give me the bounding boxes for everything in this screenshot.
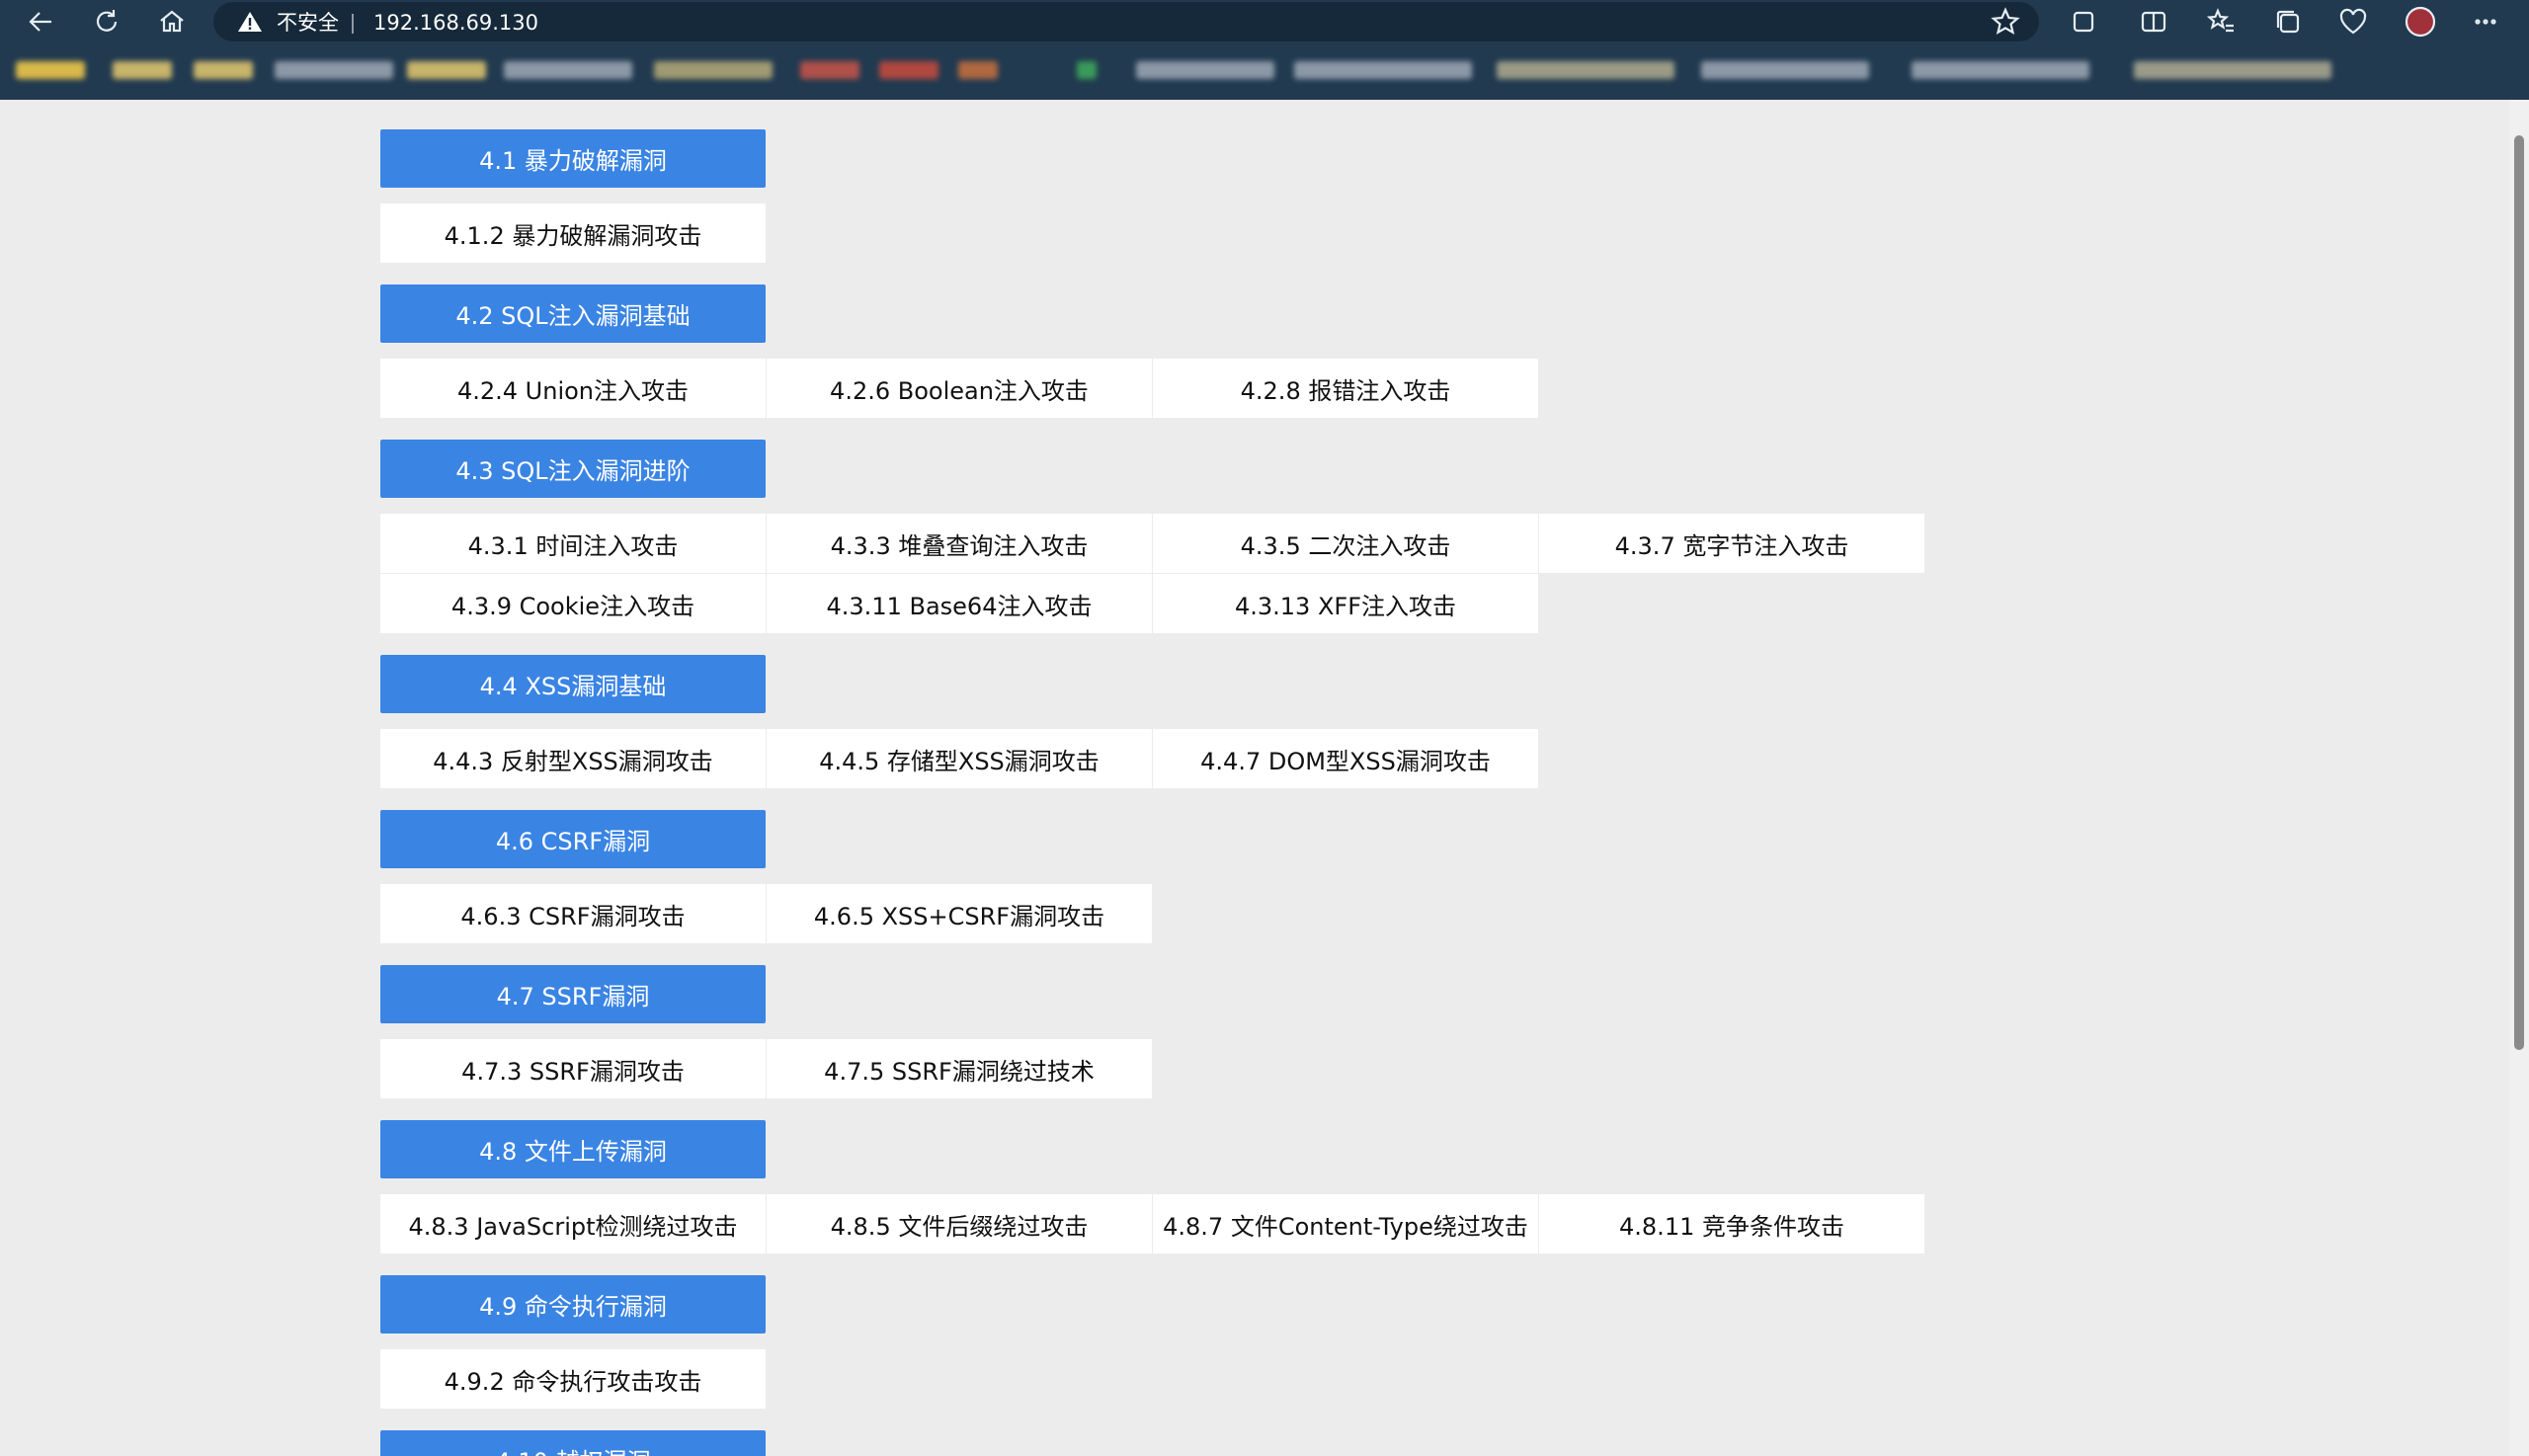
item-link[interactable]: 4.7.3 SSRF漏洞攻击 <box>380 1039 766 1098</box>
item-link[interactable]: 4.6.5 XSS+CSRF漏洞攻击 <box>767 884 1152 943</box>
profile-avatar[interactable] <box>2403 6 2438 41</box>
item-link[interactable]: 4.3.13 XFF注入攻击 <box>1153 574 1538 633</box>
security-label: 不安全 <box>277 11 339 35</box>
item-grid: 4.3.1 时间注入攻击 4.3.3 堆叠查询注入攻击 4.3.5 二次注入攻击 4.… <box>380 514 1925 633</box>
bookmark[interactable] <box>16 61 85 79</box>
refresh-button[interactable] <box>91 6 122 38</box>
section-button[interactable]: 4.9 命令执行漏洞 <box>380 1275 766 1334</box>
bookmark[interactable] <box>2134 61 2331 79</box>
item-link[interactable]: 4.3.3 堆叠查询注入攻击 <box>767 514 1152 573</box>
collections-button[interactable] <box>2272 6 2304 38</box>
item-grid: 4.2.4 Union注入攻击 4.2.6 Boolean注入攻击 4.2.8 报错… <box>380 359 1925 418</box>
section: 4.10 越权漏洞 <box>380 1430 1925 1456</box>
section-button[interactable]: 4.7 SSRF漏洞 <box>380 965 766 1023</box>
item-grid: 4.8.3 JavaScript检测绕过攻击 4.8.5 文件后缀绕过攻击 4.8.… <box>380 1194 1925 1254</box>
item-link[interactable]: 4.3.9 Cookie注入攻击 <box>380 574 766 633</box>
item-grid: 4.7.3 SSRF漏洞攻击 4.7.5 SSRF漏洞绕过技术 <box>380 1039 1925 1098</box>
favorite-button[interactable] <box>1990 6 2021 38</box>
section-button[interactable]: 4.2 SQL注入漏洞基础 <box>380 284 766 343</box>
item-link[interactable]: 4.3.11 Base64注入攻击 <box>767 574 1152 633</box>
item-link[interactable]: 4.6.3 CSRF漏洞攻击 <box>380 884 766 943</box>
section: 4.9 命令执行漏洞 4.9.2 命令执行攻击攻击 <box>380 1275 1925 1409</box>
section: 4.3 SQL注入漏洞进阶 4.3.1 时间注入攻击 4.3.3 堆叠查询注入攻击 4… <box>380 440 1925 633</box>
bookmark[interactable] <box>1077 61 1097 79</box>
url-text: 192.168.69.130 <box>373 11 538 35</box>
bookmark[interactable] <box>113 61 172 79</box>
bookmark[interactable] <box>1136 61 1274 79</box>
item-link[interactable]: 4.9.2 命令执行攻击攻击 <box>380 1349 766 1409</box>
item-link[interactable]: 4.8.5 文件后缀绕过攻击 <box>767 1194 1152 1254</box>
item-link[interactable]: 4.2.4 Union注入攻击 <box>380 359 766 418</box>
bookmark[interactable] <box>1497 61 1674 79</box>
item-link[interactable]: 4.8.3 JavaScript检测绕过攻击 <box>380 1194 766 1254</box>
bookmark[interactable] <box>1701 61 1869 79</box>
item-link[interactable]: 4.1.2 暴力破解漏洞攻击 <box>380 203 766 263</box>
item-link[interactable]: 4.7.5 SSRF漏洞绕过技术 <box>767 1039 1152 1098</box>
section: 4.7 SSRF漏洞 4.7.3 SSRF漏洞攻击 4.7.5 SSRF漏洞绕过技术 <box>380 965 1925 1098</box>
bookmark[interactable] <box>958 61 998 79</box>
section: 4.1 暴力破解漏洞 4.1.2 暴力破解漏洞攻击 <box>380 129 1925 263</box>
item-link[interactable]: 4.3.7 宽字节注入攻击 <box>1539 514 1924 573</box>
item-link[interactable]: 4.3.5 二次注入攻击 <box>1153 514 1538 573</box>
page-content: 4.1 暴力破解漏洞 4.1.2 暴力破解漏洞攻击 4.2 SQL注入漏洞基础 4.2… <box>0 100 2509 1456</box>
item-link[interactable]: 4.4.7 DOM型XSS漏洞攻击 <box>1153 729 1538 788</box>
scrollbar-thumb[interactable] <box>2514 135 2524 1050</box>
bookmark[interactable] <box>879 61 938 79</box>
section-button[interactable]: 4.3 SQL注入漏洞进阶 <box>380 440 766 498</box>
separator <box>352 14 354 34</box>
item-grid: 4.1.2 暴力破解漏洞攻击 <box>380 203 1925 263</box>
home-button[interactable] <box>156 6 188 38</box>
favorites-button[interactable] <box>2206 6 2238 38</box>
item-link[interactable]: 4.3.1 时间注入攻击 <box>380 514 766 573</box>
browser-chrome: 不安全 192.168.69.130 <box>0 0 2529 100</box>
bookmark[interactable] <box>654 61 773 79</box>
item-link[interactable]: 4.4.5 存储型XSS漏洞攻击 <box>767 729 1152 788</box>
section: 4.6 CSRF漏洞 4.6.3 CSRF漏洞攻击 4.6.5 XSS+CSRF漏洞… <box>380 810 1925 943</box>
health-button[interactable] <box>2337 6 2369 38</box>
item-link[interactable]: 4.8.11 竞争条件攻击 <box>1539 1194 1924 1254</box>
scrollbar[interactable] <box>2509 100 2529 1456</box>
item-link[interactable]: 4.2.8 报错注入攻击 <box>1153 359 1538 418</box>
bookmark[interactable] <box>275 61 393 79</box>
section-list: 4.1 暴力破解漏洞 4.1.2 暴力破解漏洞攻击 4.2 SQL注入漏洞基础 4.2… <box>380 129 1925 1456</box>
section-button[interactable]: 4.10 越权漏洞 <box>380 1430 766 1456</box>
section-button[interactable]: 4.1 暴力破解漏洞 <box>380 129 766 188</box>
section-button[interactable]: 4.8 文件上传漏洞 <box>380 1120 766 1178</box>
item-grid: 4.4.3 反射型XSS漏洞攻击 4.4.5 存储型XSS漏洞攻击 4.4.7 DO… <box>380 729 1925 788</box>
item-link[interactable]: 4.8.7 文件Content-Type绕过攻击 <box>1153 1194 1538 1254</box>
item-link[interactable]: 4.4.3 反射型XSS漏洞攻击 <box>380 729 766 788</box>
bookmark[interactable] <box>504 61 632 79</box>
address-bar[interactable]: 不安全 192.168.69.130 <box>213 2 2039 41</box>
item-grid: 4.9.2 命令执行攻击攻击 <box>380 1349 1925 1409</box>
bookmark[interactable] <box>407 61 486 79</box>
warning-icon <box>238 12 262 32</box>
extensions-button[interactable] <box>2068 6 2099 38</box>
item-link[interactable]: 4.2.6 Boolean注入攻击 <box>767 359 1152 418</box>
bookmark[interactable] <box>1294 61 1472 79</box>
menu-button[interactable] <box>2470 6 2501 38</box>
split-button[interactable] <box>2138 6 2169 38</box>
section: 4.4 XSS漏洞基础 4.4.3 反射型XSS漏洞攻击 4.4.5 存储型XSS漏… <box>380 655 1925 788</box>
back-button[interactable] <box>26 6 57 38</box>
section: 4.2 SQL注入漏洞基础 4.2.4 Union注入攻击 4.2.6 Boolea… <box>380 284 1925 418</box>
section-button[interactable]: 4.4 XSS漏洞基础 <box>380 655 766 713</box>
section: 4.8 文件上传漏洞 4.8.3 JavaScript检测绕过攻击 4.8.5 文件… <box>380 1120 1925 1254</box>
section-button[interactable]: 4.6 CSRF漏洞 <box>380 810 766 868</box>
bookmark[interactable] <box>800 61 859 79</box>
toolbar: 不安全 192.168.69.130 <box>0 0 2529 43</box>
bookmark[interactable] <box>1912 61 2089 79</box>
item-grid: 4.6.3 CSRF漏洞攻击 4.6.5 XSS+CSRF漏洞攻击 <box>380 884 1925 943</box>
bookmark[interactable] <box>194 61 253 79</box>
